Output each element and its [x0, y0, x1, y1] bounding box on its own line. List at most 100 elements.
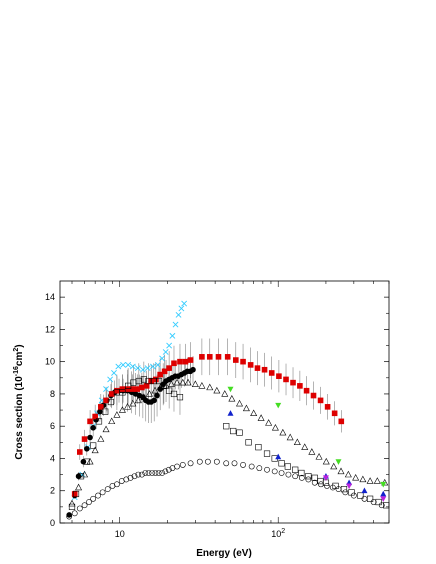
y-tick-label: 6: [50, 421, 55, 431]
data-point: [361, 487, 368, 494]
x-tick-label: 102: [271, 528, 285, 539]
data-point: [151, 386, 159, 394]
data-point: [103, 397, 109, 404]
data-point-stroke: [111, 370, 117, 376]
data-point: [190, 366, 196, 373]
data-point: [303, 387, 310, 394]
data-point: [231, 460, 238, 467]
data-point: [357, 492, 364, 499]
data-point: [154, 392, 160, 399]
data-point-stroke: [120, 361, 126, 368]
data-point-stroke: [107, 376, 114, 383]
data-point: [77, 449, 83, 455]
x-tick-label-base: 10: [271, 529, 281, 539]
data-point: [240, 462, 246, 468]
data-point-stroke: [162, 349, 169, 355]
data-point: [103, 386, 109, 393]
data-point: [344, 470, 352, 478]
y-axis-title-exp1: -16: [13, 366, 20, 376]
error-bars: [68, 338, 342, 516]
data-point: [292, 466, 299, 473]
data-point: [335, 486, 342, 493]
data-point: [264, 466, 270, 473]
data-point-stroke: [125, 361, 132, 368]
data-point-stroke: [166, 342, 173, 349]
data-point: [367, 495, 374, 502]
data-point: [131, 473, 138, 480]
data-point: [95, 418, 103, 425]
data-point: [135, 377, 142, 385]
data-point-stroke: [129, 363, 136, 370]
data-point: [123, 476, 130, 483]
data-point: [240, 358, 246, 365]
data-point: [129, 386, 136, 392]
data-point: [292, 473, 299, 480]
data-point: [149, 470, 155, 476]
data-point: [283, 376, 289, 383]
series-2: [71, 354, 345, 497]
data-point: [90, 442, 97, 449]
data-point: [373, 477, 381, 484]
data-point: [90, 425, 96, 431]
data-point: [338, 418, 345, 425]
data-point: [129, 399, 137, 407]
series-5: [66, 458, 385, 520]
data-point: [102, 425, 110, 433]
data-point: [255, 444, 262, 451]
data-point: [182, 358, 189, 365]
data-point: [191, 380, 199, 387]
data-point: [165, 466, 172, 473]
data-point: [72, 490, 80, 498]
y-tick-label: 0: [50, 518, 55, 528]
data-point: [206, 354, 213, 360]
data-point: [265, 419, 273, 426]
data-point: [150, 363, 156, 370]
data-point: [114, 481, 120, 488]
data-point: [87, 434, 93, 441]
data-point: [279, 428, 287, 436]
data-series: [66, 300, 390, 520]
data-point: [66, 512, 72, 518]
data-point-stroke: [169, 332, 176, 339]
x-axis-title: Energy (eV): [196, 548, 252, 559]
data-point: [271, 468, 278, 475]
data-point: [278, 470, 285, 476]
data-point-stroke: [159, 355, 165, 362]
data-point: [143, 383, 150, 389]
data-point: [340, 486, 348, 493]
data-point: [213, 386, 221, 394]
data-point-stroke: [103, 386, 109, 393]
data-point: [140, 393, 148, 400]
series-4: [68, 378, 389, 507]
data-point: [153, 376, 159, 383]
data-point: [75, 473, 82, 480]
data-point: [124, 403, 132, 410]
data-point: [250, 409, 258, 416]
data-point: [177, 358, 183, 365]
data-point: [301, 443, 309, 450]
y-tick-label: 8: [50, 389, 55, 399]
data-point: [166, 365, 172, 371]
data-point: [221, 390, 229, 397]
data-point: [305, 473, 312, 480]
series-7: [227, 410, 387, 497]
data-point: [276, 373, 282, 379]
data-point: [315, 453, 323, 460]
data-point: [108, 417, 116, 425]
y-axis-title-part2: cm: [14, 352, 25, 367]
data-point-stroke: [139, 366, 146, 373]
data-point: [380, 496, 387, 502]
data-point: [275, 402, 282, 409]
data-point-stroke: [181, 300, 188, 307]
data-point: [171, 360, 177, 367]
data-point: [98, 404, 104, 410]
data-point: [366, 477, 374, 484]
data-point: [297, 383, 303, 389]
data-point: [111, 370, 117, 376]
data-point: [68, 499, 76, 507]
data-point: [129, 363, 136, 370]
data-point: [236, 399, 244, 407]
data-point: [138, 471, 145, 478]
data-point: [380, 490, 387, 497]
